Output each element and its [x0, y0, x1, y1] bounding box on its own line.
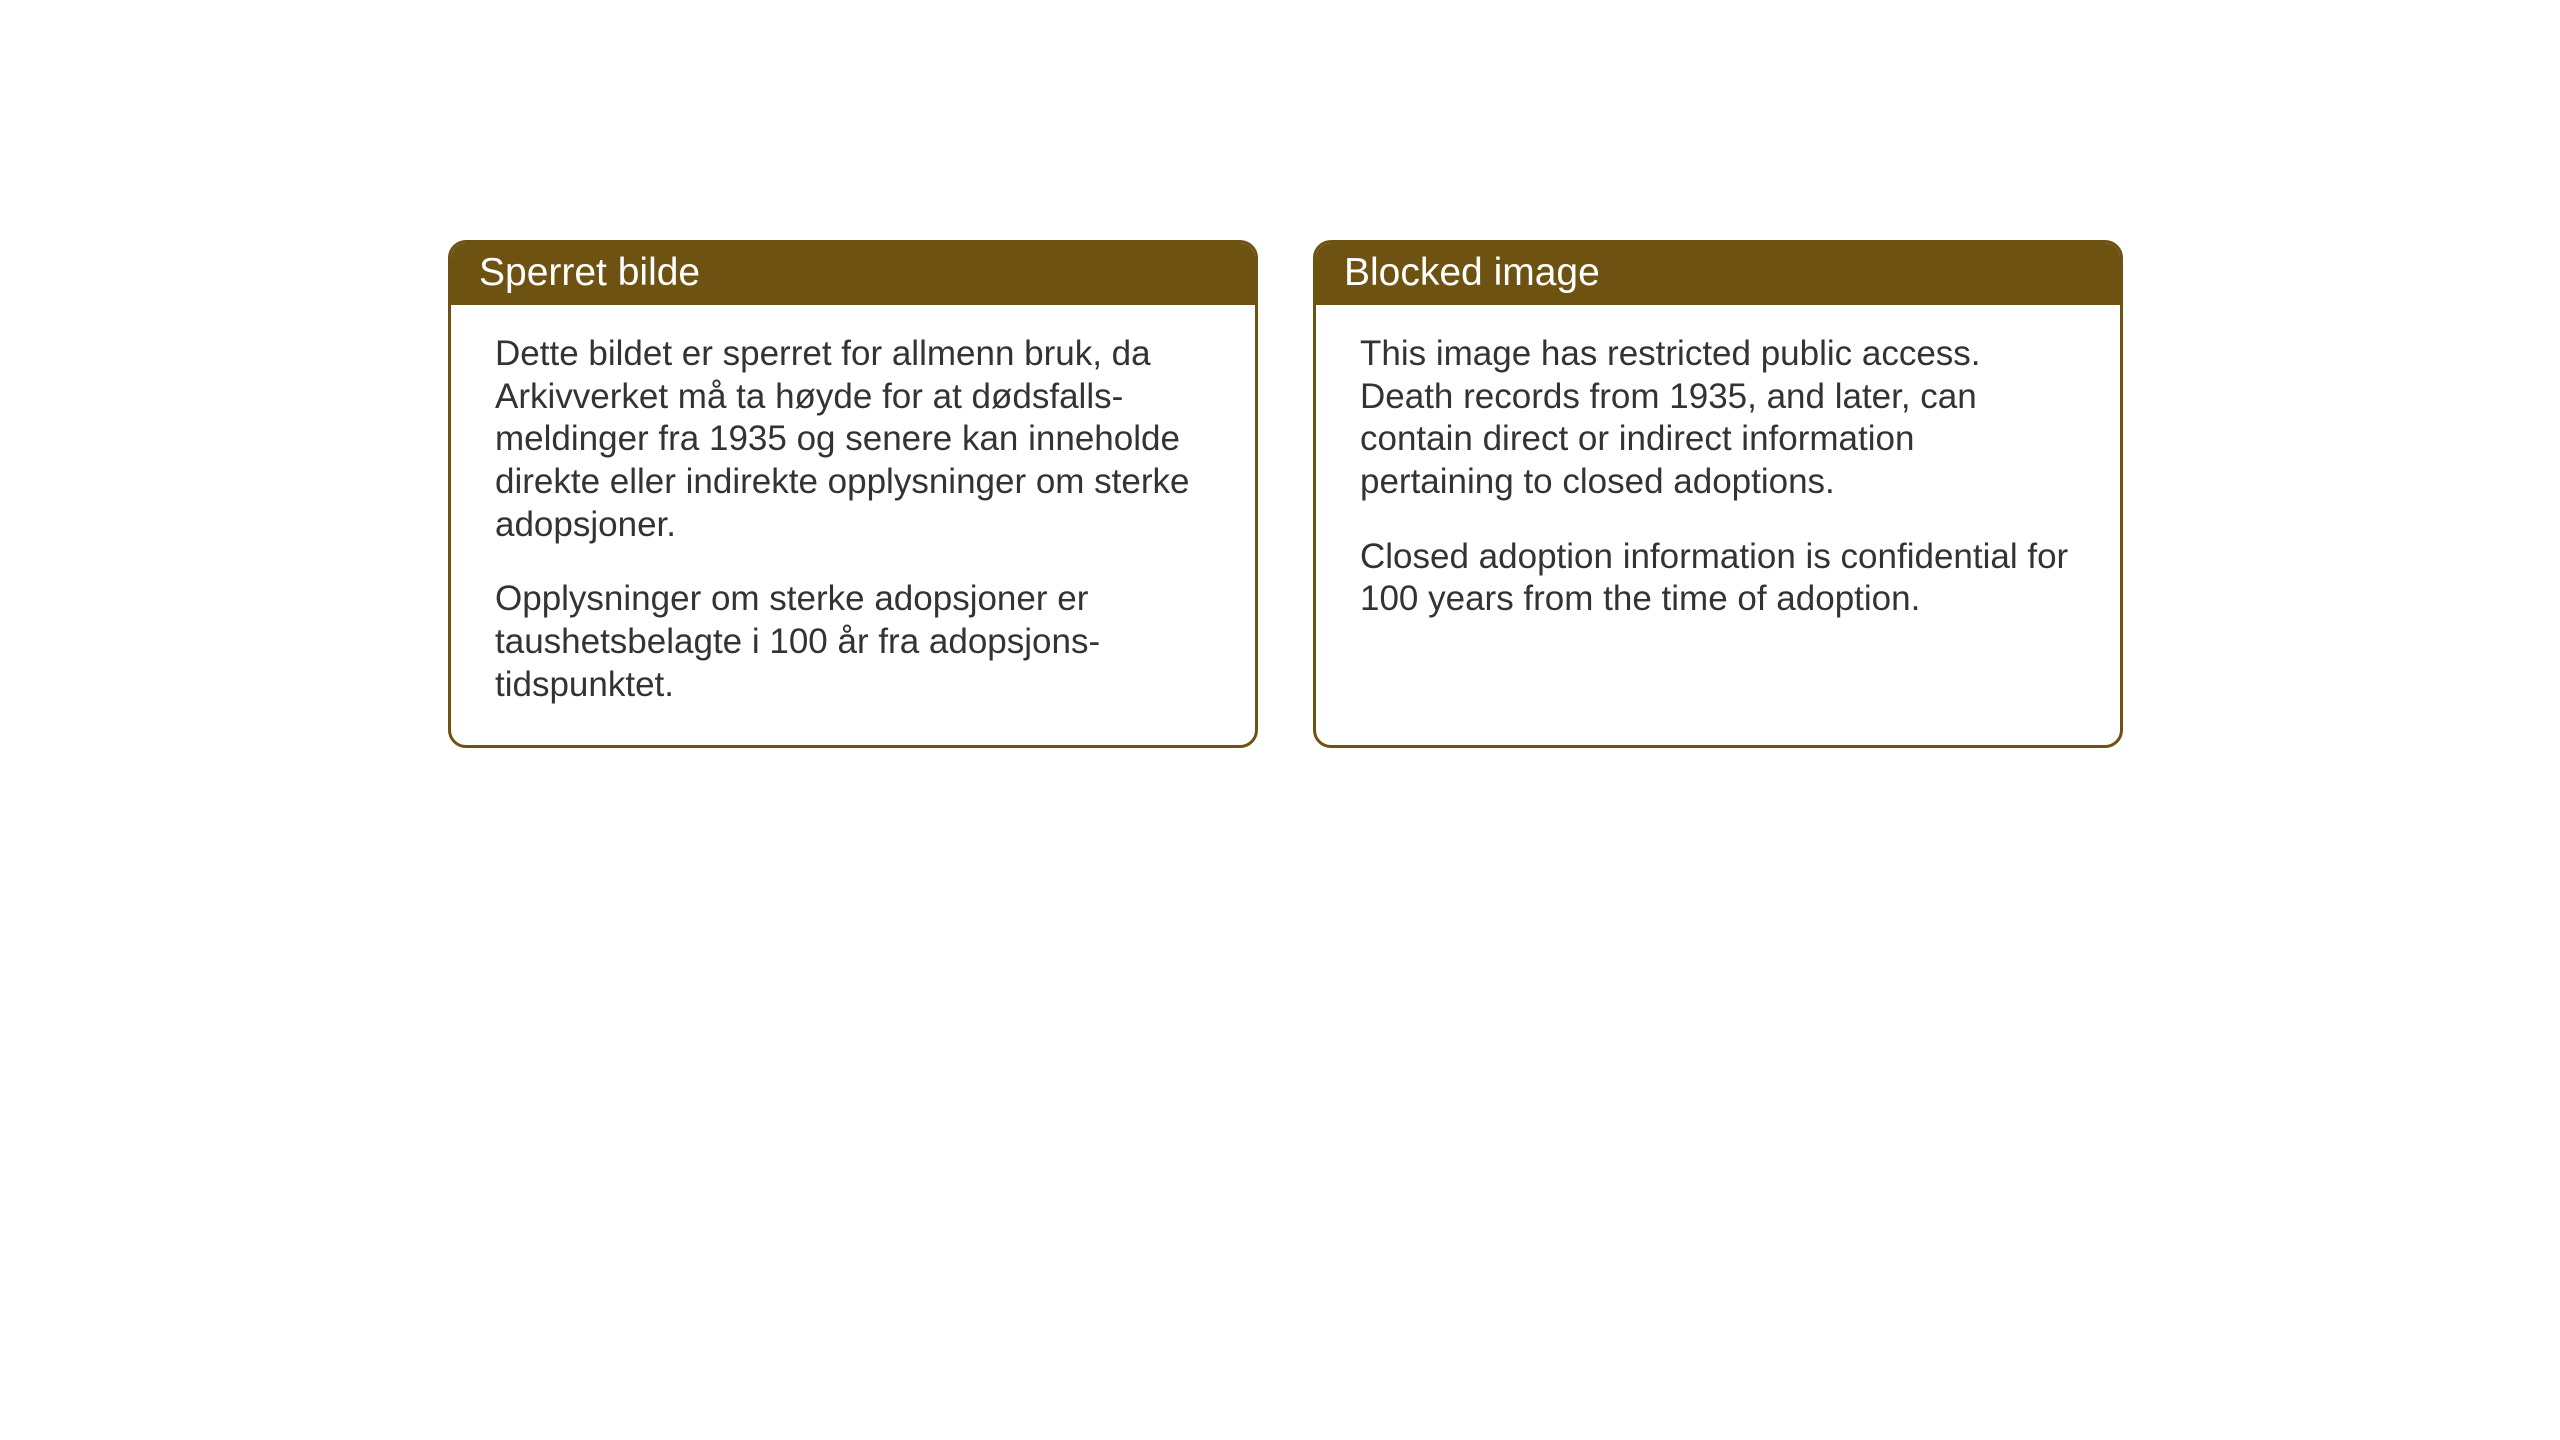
- card-body-norwegian: Dette bildet er sperret for allmenn bruk…: [451, 305, 1255, 745]
- card-paragraph-1-norwegian: Dette bildet er sperret for allmenn bruk…: [495, 333, 1211, 546]
- notice-card-norwegian: Sperret bilde Dette bildet er sperret fo…: [448, 240, 1258, 748]
- notice-card-english: Blocked image This image has restricted …: [1313, 240, 2123, 748]
- card-header-norwegian: Sperret bilde: [451, 243, 1255, 305]
- card-body-english: This image has restricted public access.…: [1316, 305, 2120, 659]
- card-header-english: Blocked image: [1316, 243, 2120, 305]
- card-paragraph-2-english: Closed adoption information is confident…: [1360, 536, 2076, 621]
- card-paragraph-2-norwegian: Opplysninger om sterke adopsjoner er tau…: [495, 578, 1211, 706]
- card-title-norwegian: Sperret bilde: [479, 251, 700, 294]
- notice-container: Sperret bilde Dette bildet er sperret fo…: [448, 240, 2123, 748]
- card-paragraph-1-english: This image has restricted public access.…: [1360, 333, 2076, 504]
- card-title-english: Blocked image: [1344, 251, 1600, 294]
